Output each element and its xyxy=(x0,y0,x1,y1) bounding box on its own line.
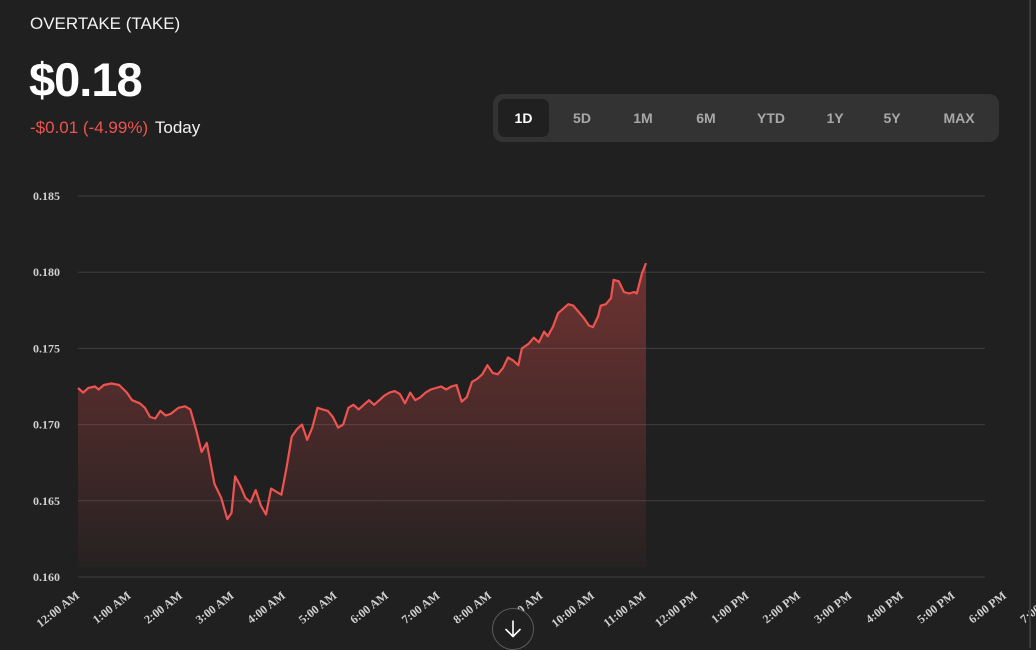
range-tab-1y[interactable]: 1Y xyxy=(826,110,844,126)
x-tick-label: 1:00 PM xyxy=(708,588,751,626)
x-tick-label: 2:00 AM xyxy=(141,588,185,626)
y-tick-label: 0.185 xyxy=(33,189,60,203)
x-tick-label: 4:00 AM xyxy=(244,588,288,626)
x-tick-label: 12:00 AM xyxy=(34,588,82,630)
y-tick-label: 0.175 xyxy=(33,341,60,355)
range-tab-5d[interactable]: 5D xyxy=(573,110,591,126)
x-tick-label: 8:00 AM xyxy=(450,588,494,626)
price-change: -$0.01 (-4.99%) Today xyxy=(30,118,200,138)
y-tick-label: 0.160 xyxy=(33,570,60,584)
x-tick-label: 11:00 AM xyxy=(601,588,649,630)
x-tick-label: 6:00 PM xyxy=(966,588,1009,626)
x-tick-label: 5:00 AM xyxy=(296,588,340,626)
y-tick-label: 0.170 xyxy=(33,418,60,432)
x-tick-label: 2:00 PM xyxy=(760,588,803,626)
asset-title: OVERTAKE (TAKE) xyxy=(30,14,181,33)
range-tab-5y[interactable]: 5Y xyxy=(883,110,901,126)
scrollbar-edge xyxy=(1029,0,1031,648)
x-tick-label: 5:00 PM xyxy=(914,588,957,626)
range-tab-1d[interactable]: 1D xyxy=(498,99,549,137)
x-tick-label: 4:00 PM xyxy=(863,588,906,626)
range-tab-6m[interactable]: 6M xyxy=(696,110,716,126)
range-tab-1m[interactable]: 1M xyxy=(633,110,653,126)
price-area xyxy=(78,263,646,567)
x-tick-label: 7:00 PM xyxy=(1017,588,1036,626)
range-tab-max[interactable]: MAX xyxy=(943,110,975,126)
price-line xyxy=(77,262,648,521)
x-tick-label: 12:00 PM xyxy=(652,588,700,630)
y-tick-label: 0.165 xyxy=(33,494,60,508)
change-period: Today xyxy=(154,118,201,137)
time-range-selector: 1D 5D 1M 6M YTD 1Y 5Y MAX xyxy=(493,94,999,142)
x-tick-label: 7:00 AM xyxy=(399,588,443,626)
arrow-down-icon xyxy=(505,620,521,638)
x-tick-label: 3:00 AM xyxy=(193,588,237,626)
current-price: $0.18 xyxy=(29,53,143,106)
x-tick-label: 3:00 PM xyxy=(811,588,854,626)
x-tick-label: 1:00 AM xyxy=(90,588,134,626)
range-tab-ytd[interactable]: YTD xyxy=(757,110,785,126)
scroll-down-button[interactable] xyxy=(492,608,534,650)
y-tick-label: 0.180 xyxy=(33,265,60,279)
x-tick-label: 6:00 AM xyxy=(347,588,391,626)
change-value: -$0.01 (-4.99%) xyxy=(30,118,149,137)
x-tick-label: 10:00 AM xyxy=(549,588,597,630)
